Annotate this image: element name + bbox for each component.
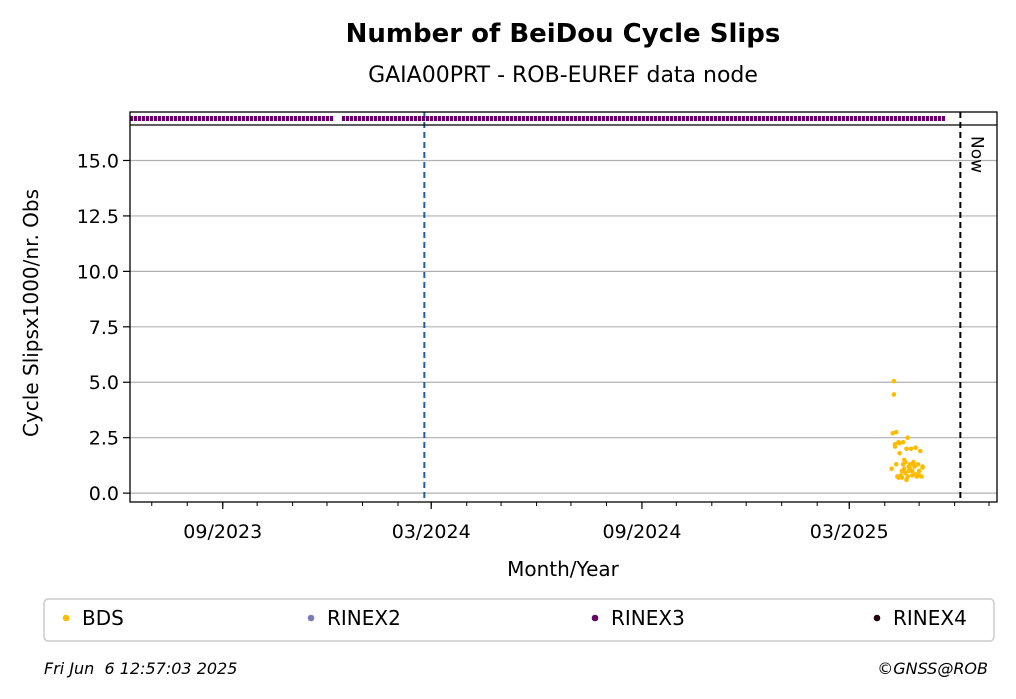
bds-point <box>899 475 905 480</box>
bds-point <box>912 464 917 469</box>
bds-point <box>900 439 906 445</box>
chart-subtitle: GAIA00PRT - ROB-EUREF data node <box>368 63 758 88</box>
bds-point <box>915 462 921 467</box>
bds-point <box>916 468 922 474</box>
bds-point <box>891 378 897 384</box>
plot-frame <box>129 111 998 503</box>
bds-points <box>889 378 925 483</box>
bds-point <box>893 462 899 467</box>
bds-point <box>905 474 910 479</box>
x-tick-label: 03/2025 <box>810 521 889 543</box>
bds-point <box>903 470 908 476</box>
y-tick-label: 7.5 <box>89 317 119 339</box>
bds-point <box>897 450 902 456</box>
legend-marker-rinex3 <box>591 614 599 622</box>
x-tick-label: 03/2024 <box>392 521 471 543</box>
bds-point <box>905 435 910 440</box>
legend: BDS RINEX2 RINEX3 RINEX4 <box>62 606 967 630</box>
legend-label-rinex2: RINEX2 <box>327 606 401 630</box>
y-tick-label: 10.0 <box>77 261 119 283</box>
chart-title: Number of BeiDou Cycle Slips <box>346 19 781 49</box>
bds-point <box>889 466 894 472</box>
y-tick-label: 5.0 <box>89 372 119 394</box>
y-tick-label: 2.5 <box>89 428 119 450</box>
y-axis-label: Cycle Slipsx1000/nr. Obs <box>19 189 43 437</box>
bds-point <box>907 462 913 467</box>
legend-label-rinex4: RINEX4 <box>893 606 967 630</box>
bds-point <box>919 474 924 479</box>
bds-point <box>892 444 898 449</box>
y-tick-label: 15.0 <box>77 150 119 172</box>
bds-point <box>911 459 916 465</box>
y-axis-ticks: 0.0 2.5 5.0 7.5 10.0 12.5 15.0 <box>77 150 130 505</box>
x-axis-minor-ticks <box>151 502 990 506</box>
bds-point <box>920 464 925 469</box>
y-grid <box>130 159 997 494</box>
x-tick-label: 09/2023 <box>183 521 262 543</box>
bds-point <box>913 445 918 450</box>
legend-label-bds: BDS <box>82 606 124 630</box>
bds-point <box>893 429 899 435</box>
footer-timestamp: Fri Jun 6 12:57:03 2025 <box>44 659 237 678</box>
bds-point <box>891 392 897 397</box>
legend-marker-rinex2 <box>307 614 315 622</box>
legend-label-rinex3: RINEX3 <box>611 606 685 630</box>
bds-point <box>917 448 923 454</box>
y-tick-label: 12.5 <box>77 206 119 228</box>
y-tick-label: 0.0 <box>89 483 119 505</box>
bds-point <box>901 466 907 472</box>
bds-point <box>903 459 908 465</box>
x-tick-label: 09/2024 <box>602 521 681 543</box>
legend-box <box>43 598 995 642</box>
now-label: Now <box>966 136 986 173</box>
footer-credit: ©GNSS@ROB <box>877 659 988 678</box>
vertical-markers <box>423 112 962 502</box>
bds-point <box>904 446 909 452</box>
x-axis-label: Month/Year <box>507 557 620 581</box>
x-axis-ticks: 09/2023 03/2024 09/2024 03/2025 <box>183 502 889 543</box>
legend-marker-bds <box>62 614 70 622</box>
bds-point <box>908 446 914 452</box>
bds-point <box>909 468 915 474</box>
legend-marker-rinex4 <box>873 614 881 622</box>
